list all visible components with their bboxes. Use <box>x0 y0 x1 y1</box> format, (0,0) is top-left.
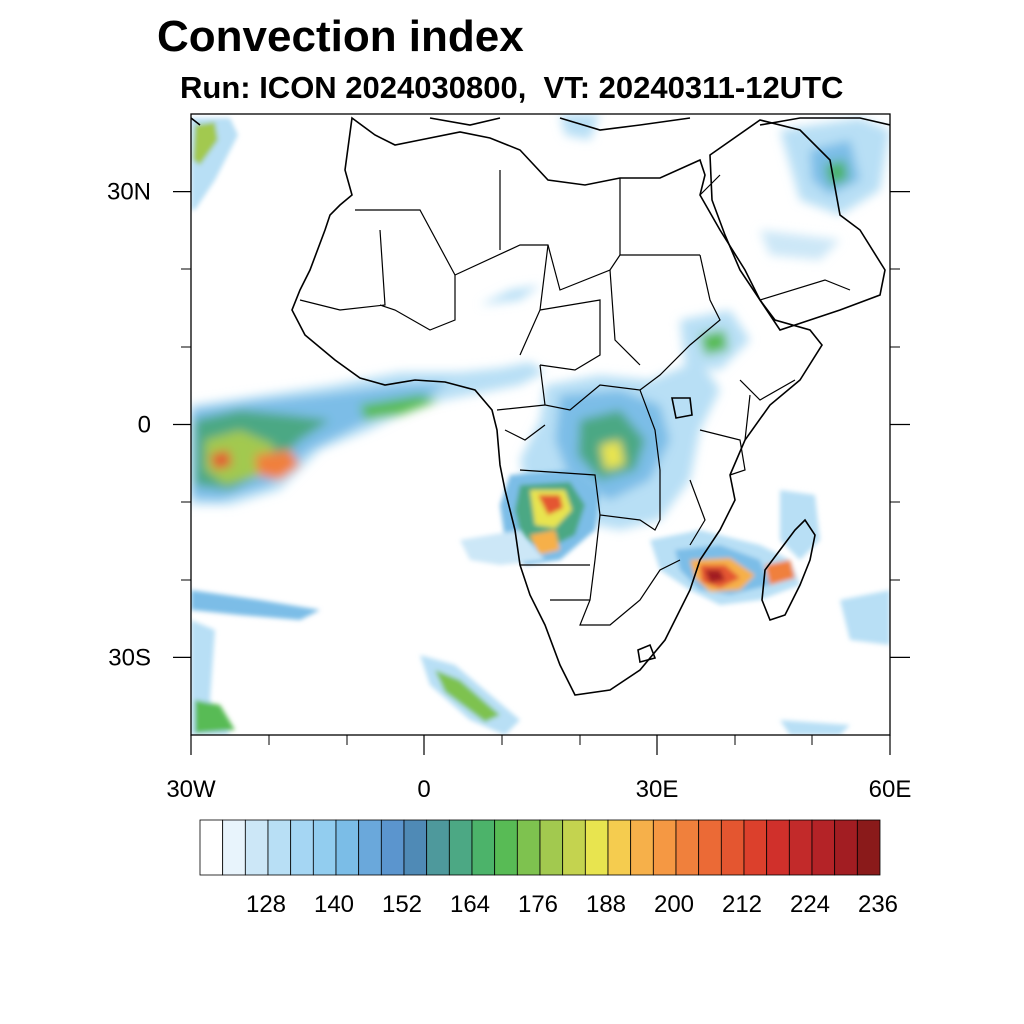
arabia-coastline <box>709 119 886 331</box>
colorbar-box <box>516 819 541 876</box>
colorbar-box <box>652 819 677 876</box>
colorbar-box <box>358 819 382 876</box>
colorbar-box <box>630 819 654 876</box>
colorbar-box <box>494 819 518 876</box>
lon-tick-label: 30E <box>636 776 679 803</box>
colorbar-label: 152 <box>382 891 422 918</box>
middle-east-cells <box>480 114 890 305</box>
colorbar-box <box>743 819 768 876</box>
lake-victoria <box>671 397 693 419</box>
lon-tick-label: 0 <box>417 776 430 803</box>
colorbar-box <box>290 819 314 876</box>
madagascar-coastline <box>761 518 816 621</box>
colorbar-box <box>788 819 813 876</box>
country-borders <box>299 170 851 626</box>
colorbar <box>199 819 881 876</box>
colorbar-label: 188 <box>586 891 626 918</box>
colorbar-box <box>471 819 496 876</box>
colorbar-box <box>766 819 790 876</box>
colorbar-box <box>539 819 564 876</box>
colorbar-label: 128 <box>246 891 286 918</box>
colorbar-label: 164 <box>450 891 490 918</box>
colorbar-labels: 128 140 152 164 176 188 200 212 224 236 <box>246 891 898 918</box>
colorbar-box <box>584 819 609 876</box>
map-title: Convection index <box>157 12 524 61</box>
colorbar-box <box>267 819 292 876</box>
equatorial-band <box>191 362 545 505</box>
colorbar-box <box>448 819 473 876</box>
europe-coastline <box>191 117 890 131</box>
colorbar-box <box>312 819 337 876</box>
colorbar-label: 140 <box>314 891 354 918</box>
lat-tick-label: 0 <box>138 412 151 439</box>
northwest-streak <box>191 118 238 210</box>
colorbar-box <box>562 819 586 876</box>
lat-tick-label: 30N <box>107 179 151 206</box>
convection-field <box>191 114 890 735</box>
lesotho-border <box>637 643 657 663</box>
colorbar-label: 236 <box>858 891 898 918</box>
minor-ticks <box>181 268 900 745</box>
central-africa-cells <box>520 310 750 530</box>
mozambique-cyclone <box>650 490 820 605</box>
colorbar-box <box>222 819 246 876</box>
lon-tick-label: 60E <box>869 776 912 803</box>
lat-tick-label: 30S <box>108 644 151 671</box>
colorbar-box <box>199 819 224 876</box>
lon-tick-label: 30W <box>166 776 216 803</box>
africa-coastline <box>291 116 823 696</box>
colorbar-box <box>380 819 405 876</box>
coastlines <box>191 116 890 696</box>
southern-bands <box>191 530 890 735</box>
colorbar-box <box>834 819 858 876</box>
colorbar-box <box>403 819 428 876</box>
latitude-labels: 30N 0 30S <box>107 179 151 672</box>
colorbar-box <box>698 819 722 876</box>
colorbar-box <box>607 819 632 876</box>
colorbar-box <box>856 819 881 876</box>
colorbar-box <box>811 819 836 876</box>
colorbar-label: 176 <box>518 891 558 918</box>
colorbar-box <box>335 819 360 876</box>
map-subtitle: Run: ICON 2024030800, VT: 20240311-12UTC <box>180 70 844 105</box>
colorbar-label: 200 <box>654 891 694 918</box>
longitude-labels: 30W 0 30E 60E <box>166 776 911 803</box>
colorbar-box <box>426 819 450 876</box>
colorbar-label: 212 <box>722 891 762 918</box>
colorbar-box <box>675 819 700 876</box>
colorbar-box <box>244 819 269 876</box>
colorbar-label: 224 <box>790 891 830 918</box>
colorbar-box <box>720 819 745 876</box>
major-ticks <box>173 191 910 755</box>
